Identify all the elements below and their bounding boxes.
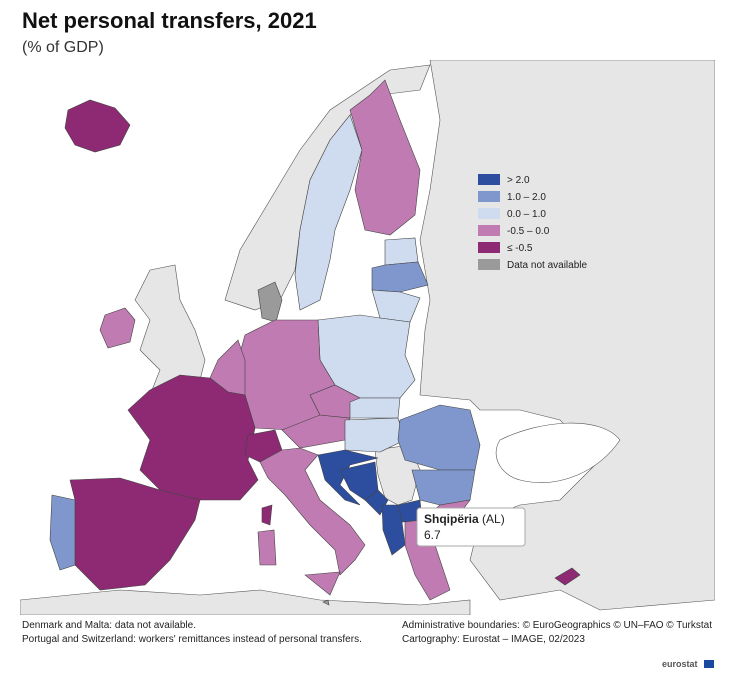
legend-swatch [478,174,500,185]
sicily [304,571,341,596]
note: Denmark and Malta: data not available. [22,620,196,631]
tooltip-code: (AL) [482,512,505,526]
iceland [64,99,131,153]
title: Net personal transfers, 2021 [22,8,317,33]
legend-swatch [478,191,500,202]
portugal [49,494,76,571]
tooltip: Shqipëria (AL) 6.7 [416,507,526,547]
legend-label: ≤ -0.5 [507,243,533,254]
hungary [344,417,406,453]
legend-swatch [478,259,500,270]
cyprus [554,567,581,586]
subtitle: (% of GDP) [22,39,104,56]
legend-label: 0.0 – 1.0 [507,209,546,220]
bulgaria [411,469,476,506]
legend-label: > 2.0 [507,175,530,186]
lithuania [371,289,421,323]
logo-flag [704,660,714,668]
note: Portugal and Switzerland: workers' remit… [22,634,362,645]
map [20,60,715,615]
estonia [384,237,419,266]
ireland [99,307,136,349]
legend: > 2.0 1.0 – 2.0 0.0 – 1.0 -0.5 – 0.0 ≤ -0.5 D… [478,174,587,271]
tooltip-box [416,507,526,547]
corsica [261,504,273,526]
legend-label: Data not available [507,260,587,271]
legend-label: 1.0 – 2.0 [507,192,546,203]
legend-swatch [478,208,500,219]
slovakia [349,397,401,419]
denmark [257,281,283,323]
norway [224,64,431,311]
black-sea [495,422,621,483]
credit: Cartography: Eurostat – IMAGE, 02/2023 [402,634,585,645]
france [127,374,259,501]
tooltip-title: Shqipëria (AL) [424,512,505,526]
italy [259,447,366,576]
legend-swatch [478,225,500,236]
tooltip-name: Shqipëria [424,512,479,526]
credit: Administrative boundaries: © EuroGeograp… [402,620,712,631]
finland [349,79,421,236]
malta [322,599,330,606]
legend-label: -0.5 – 0.0 [507,226,550,237]
sardinia [257,529,277,566]
croatia [317,449,379,506]
north-africa [20,589,471,615]
logo-text: eurostat [662,659,698,669]
sweden [294,114,363,311]
legend-swatch [478,242,500,253]
tooltip-value: 6.7 [424,528,441,542]
